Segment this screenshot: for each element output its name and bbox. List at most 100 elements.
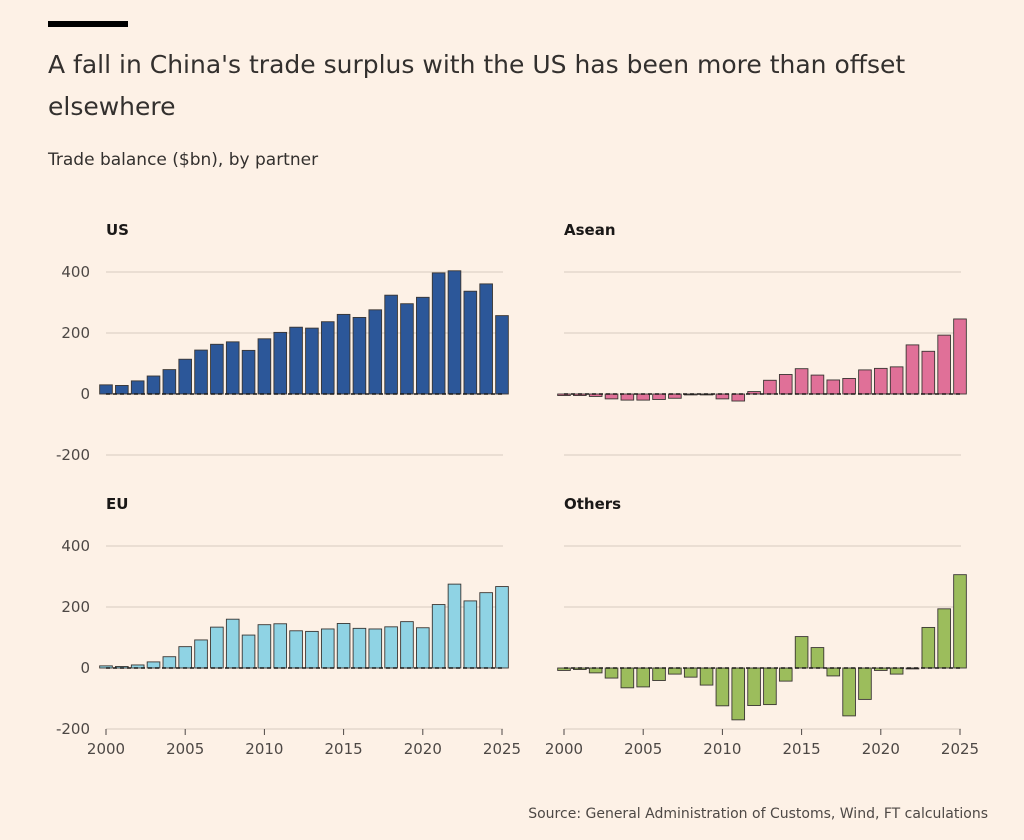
bar-us-2000 — [99, 384, 113, 395]
y-tick-label: 400 — [61, 263, 90, 281]
bar-us-2001 — [115, 385, 129, 395]
bar-us-2002 — [130, 380, 145, 395]
bar-us-2009 — [241, 349, 256, 395]
bar-others-2017 — [826, 667, 841, 677]
x-tick-label: 2005 — [166, 740, 204, 758]
bar-others-2011 — [731, 667, 746, 721]
bar-asean-2011 — [731, 393, 746, 402]
bar-asean-2025 — [953, 318, 967, 395]
bar-asean-2019 — [858, 369, 872, 395]
y-tick-label: 200 — [61, 324, 90, 342]
bar-us-2020 — [416, 296, 430, 395]
bar-asean-2021 — [889, 366, 904, 395]
bar-eu-2018 — [384, 626, 398, 669]
x-tick-label: 2005 — [624, 740, 662, 758]
bar-eu-2017 — [368, 628, 383, 669]
x-tick-label: 2015 — [325, 740, 363, 758]
x-tick-label: 2025 — [483, 740, 521, 758]
bar-asean-2004 — [620, 393, 635, 401]
bar-eu-2022 — [447, 583, 462, 669]
bar-asean-2005 — [636, 393, 650, 401]
bar-us-2010 — [257, 338, 272, 395]
bar-others-2009 — [699, 667, 714, 686]
bar-others-2004 — [620, 667, 635, 689]
bar-others-2024 — [937, 608, 951, 669]
bar-us-2025 — [495, 315, 509, 395]
bar-us-2014 — [320, 321, 335, 395]
bars-us — [99, 270, 509, 395]
panel-us: US 400 200 0 -200 — [56, 221, 509, 464]
bar-us-2017 — [368, 309, 383, 395]
gridlines — [564, 271, 961, 456]
bar-us-2008 — [225, 341, 240, 395]
bars-others — [557, 574, 967, 721]
bar-us-2013 — [305, 327, 319, 395]
bar-others-2015 — [794, 636, 809, 669]
bar-others-2010 — [715, 667, 730, 707]
bar-others-2005 — [636, 667, 650, 688]
y-tick-label: -200 — [56, 720, 90, 738]
x-tick-label: 2000 — [87, 740, 125, 758]
bar-others-2007 — [668, 667, 682, 675]
header-accent-bar — [48, 21, 128, 27]
x-tick-label: 2020 — [862, 740, 900, 758]
y-tick-label: -200 — [56, 446, 90, 464]
bar-asean-2017 — [826, 379, 841, 395]
bar-eu-2004 — [162, 656, 177, 669]
bar-asean-2013 — [763, 379, 777, 395]
bar-eu-2016 — [352, 627, 367, 669]
x-tick-label: 2000 — [545, 740, 583, 758]
bar-others-2022 — [905, 667, 920, 670]
bar-eu-2006 — [194, 639, 208, 669]
bars-eu — [99, 583, 509, 669]
bar-us-2019 — [400, 303, 414, 395]
bar-us-2004 — [162, 369, 177, 395]
bar-eu-2020 — [416, 627, 430, 669]
bar-asean-2007 — [668, 393, 682, 399]
y-tick-label: 200 — [61, 598, 90, 616]
bar-others-2023 — [921, 626, 936, 669]
bar-others-2025 — [953, 574, 967, 669]
bar-asean-2003 — [604, 393, 619, 400]
bar-eu-2007 — [210, 626, 224, 669]
chart-subtitle: Trade balance ($bn), by partner — [48, 150, 319, 170]
bar-asean-2006 — [652, 393, 666, 400]
bar-eu-2011 — [273, 623, 288, 669]
bar-us-2007 — [210, 343, 224, 395]
bar-others-2013 — [763, 667, 777, 706]
bar-eu-2013 — [305, 630, 319, 669]
bar-others-2019 — [858, 667, 872, 700]
bar-us-2006 — [194, 349, 208, 395]
bar-us-2022 — [447, 270, 462, 395]
gridlines — [564, 545, 961, 730]
bar-eu-2009 — [241, 634, 256, 669]
panel-title-asean: Asean — [564, 221, 616, 239]
bar-asean-2016 — [810, 374, 825, 395]
bar-others-2003 — [604, 667, 619, 679]
bar-eu-2005 — [178, 646, 192, 669]
bar-asean-2024 — [937, 334, 951, 395]
bar-eu-2019 — [400, 621, 414, 669]
bar-asean-2023 — [921, 350, 936, 395]
x-tick-label: 2010 — [245, 740, 283, 758]
bar-others-2012 — [747, 667, 761, 706]
bar-eu-2008 — [225, 618, 240, 669]
bar-others-2016 — [810, 647, 825, 669]
x-tick-label: 2025 — [941, 740, 979, 758]
panel-title-eu: EU — [106, 495, 128, 513]
x-tick-label: 2010 — [703, 740, 741, 758]
bar-us-2015 — [336, 313, 351, 395]
y-tick-label: 400 — [61, 537, 90, 555]
bar-us-2011 — [273, 331, 288, 395]
bar-us-2018 — [384, 294, 398, 395]
bar-asean-2015 — [794, 368, 809, 395]
bar-eu-2003 — [146, 661, 161, 669]
bar-eu-2014 — [320, 628, 335, 669]
chart-title: A fall in China's trade surplus with the… — [48, 50, 906, 121]
bar-eu-2024 — [479, 592, 493, 669]
bar-us-2003 — [146, 375, 161, 395]
bar-others-2008 — [683, 667, 698, 678]
bar-asean-2018 — [842, 377, 856, 395]
bar-asean-2020 — [874, 367, 888, 395]
